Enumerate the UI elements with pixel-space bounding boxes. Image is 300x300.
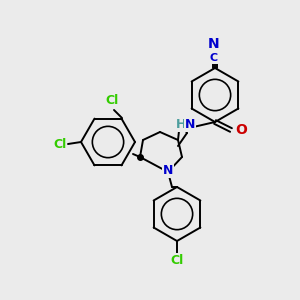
Text: N: N — [208, 37, 220, 51]
Text: O: O — [235, 123, 247, 137]
Text: N: N — [185, 118, 195, 131]
Text: Cl: Cl — [105, 94, 119, 106]
Text: C: C — [210, 53, 218, 63]
Text: Cl: Cl — [170, 254, 184, 266]
Text: N: N — [163, 164, 173, 178]
Text: H: H — [176, 118, 186, 131]
Text: Cl: Cl — [53, 137, 67, 151]
